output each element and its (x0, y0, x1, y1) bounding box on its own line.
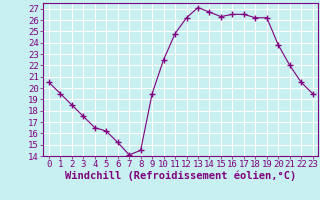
X-axis label: Windchill (Refroidissement éolien,°C): Windchill (Refroidissement éolien,°C) (65, 171, 296, 181)
